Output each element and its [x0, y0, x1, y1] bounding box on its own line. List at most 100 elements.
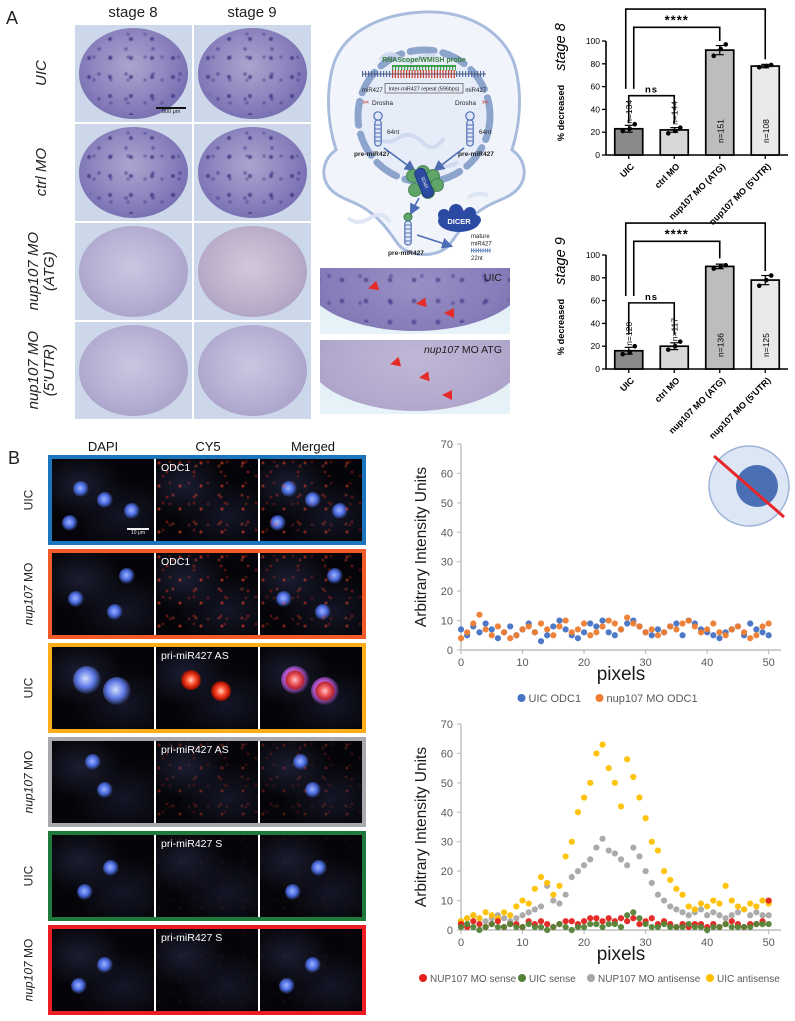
- microscopy-panel-merged: [260, 553, 362, 635]
- svg-text:10: 10: [441, 616, 453, 628]
- embryo-image: [75, 223, 192, 320]
- nucleus-blob: [107, 604, 124, 621]
- microscopy-panel-merged: [260, 741, 362, 823]
- row-label-nup107-atg: nup107 MO (ATG): [24, 232, 59, 311]
- svg-text:0: 0: [458, 937, 464, 949]
- svg-text:70: 70: [441, 439, 453, 451]
- svg-text:n=108: n=108: [761, 119, 771, 143]
- microscopy-panel-dapi: [52, 835, 154, 917]
- red-arrowhead-icon: [415, 297, 427, 309]
- svg-text:****: ****: [665, 12, 689, 27]
- svg-text:Arbitrary Intensity Units: Arbitrary Intensity Units: [413, 747, 430, 907]
- embryo-image: [194, 223, 311, 320]
- svg-text:100: 100: [586, 36, 600, 46]
- svg-text:UIC: UIC: [618, 375, 636, 393]
- pre-mir427-cyto-label: pre-miR427: [388, 250, 424, 257]
- embryo-dome: [320, 268, 510, 332]
- svg-text:10: 10: [516, 937, 528, 949]
- pre-mir427-right-label: pre-miR427: [458, 151, 494, 158]
- svg-text:NUP107 MO sense: NUP107 MO sense: [430, 974, 517, 985]
- microscopy-panel-dapi: [52, 553, 154, 635]
- microscopy-panel-cy5: pri-miR427 AS: [156, 741, 258, 823]
- svg-text:20: 20: [578, 657, 590, 669]
- svg-text:60: 60: [441, 748, 453, 760]
- column-header-stage8: stage 8: [108, 4, 158, 21]
- 22nt-label: 22nt: [471, 256, 483, 262]
- row-label: UIC: [20, 677, 35, 699]
- cy5-speckle-overlay: [260, 459, 362, 541]
- svg-text:30: 30: [441, 837, 453, 849]
- svg-text:40: 40: [701, 937, 713, 949]
- inset-uic-closeup: UIC: [320, 268, 510, 334]
- probe-name-label: ODC1: [161, 462, 191, 474]
- nuclear-pore-exportin: XPO5: [406, 165, 444, 199]
- svg-text:n=151: n=151: [715, 119, 725, 143]
- nucleus-circle: [736, 465, 778, 507]
- nucleus-blob: [103, 677, 132, 706]
- svg-text:pixels: pixels: [597, 664, 646, 685]
- row-label-uic: UIC: [32, 60, 50, 87]
- scissors-icon: ✂: [482, 98, 489, 107]
- embryo-image: [194, 25, 311, 122]
- microscopy-panel-cy5: pri-miR427 AS: [156, 647, 258, 729]
- svg-text:0: 0: [458, 657, 464, 669]
- cy5-speckle-overlay: [156, 835, 258, 917]
- primir427-linescan-chart: 0 10 20 30 40 50 60 70 0 10 20 30 40 50 pixels Arbitrar…: [413, 719, 781, 985]
- repeat-label: Inter-miR427 repeat (596bps): [389, 87, 460, 93]
- probe-name-label: pri-miR427 S: [161, 932, 223, 944]
- dicer-blob: DICER: [438, 204, 481, 232]
- drosha-right-label: Drosha: [455, 100, 476, 107]
- svg-text:****: ****: [683, 217, 707, 223]
- pre-mir427-hairpin-left: [373, 111, 383, 147]
- embryo-image: [194, 322, 311, 419]
- svg-text:20: 20: [441, 866, 453, 878]
- nucleus-blob: [76, 884, 93, 901]
- microscopy-row: nup107 MO pri-miR427 AS: [8, 737, 366, 827]
- scale-bar: 500 μm: [156, 107, 187, 115]
- svg-text:100: 100: [586, 250, 600, 260]
- svg-text:ctrl MO: ctrl MO: [653, 161, 682, 190]
- nucleus-blob: [292, 754, 309, 771]
- panel-b-label: B: [8, 448, 21, 468]
- embryo-image: [75, 124, 192, 221]
- svg-text:60: 60: [591, 296, 601, 306]
- pre-mir427-hairpin-cyto: [403, 212, 413, 246]
- image-frame: 10 μm ODC1: [48, 455, 366, 545]
- svg-text:Arbitrary Intensity Units: Arbitrary Intensity Units: [413, 467, 430, 627]
- nucleus-blob: [278, 978, 295, 995]
- row-label: nup107 MO: [21, 750, 35, 814]
- nucleus-blob: [97, 957, 114, 974]
- mature-mir427-label-2: miR427: [471, 242, 492, 248]
- svg-text:30: 30: [639, 937, 651, 949]
- cy5-spot: [315, 681, 336, 702]
- microscopy-panel-merged: [260, 459, 362, 541]
- row-label-ctrl-mo: ctrl MO: [32, 148, 50, 197]
- mir427-left-label: miR427: [362, 88, 383, 94]
- svg-text:% decreased: % decreased: [556, 85, 566, 141]
- row-label: UIC: [20, 489, 35, 511]
- embryo-dome: [320, 340, 510, 412]
- cy5-speckle-overlay: [260, 741, 362, 823]
- svg-text:0: 0: [595, 364, 600, 374]
- embryo: [197, 126, 308, 219]
- red-arrowhead-icon: [444, 308, 454, 318]
- image-frame: pri-miR427 AS: [48, 737, 366, 827]
- cy5-speckle-overlay: [156, 459, 258, 541]
- column-header-cy5: CY5: [195, 439, 221, 454]
- svg-text:ns: ns: [645, 85, 658, 96]
- microscopy-panel-merged: [260, 647, 362, 729]
- microscopy-panel-merged: [260, 835, 362, 917]
- red-arrowhead-icon: [442, 390, 452, 400]
- svg-text:10: 10: [441, 896, 453, 908]
- red-arrowhead-icon: [418, 371, 430, 383]
- nucleus-blob: [311, 859, 328, 876]
- svg-text:40: 40: [591, 318, 601, 328]
- cy5-speckle-overlay: [156, 741, 258, 823]
- embryo: [78, 27, 189, 120]
- cy5-speckle-overlay: [260, 929, 362, 1011]
- svg-text:UIC ODC1: UIC ODC1: [529, 693, 582, 705]
- embryo-image: [194, 124, 311, 221]
